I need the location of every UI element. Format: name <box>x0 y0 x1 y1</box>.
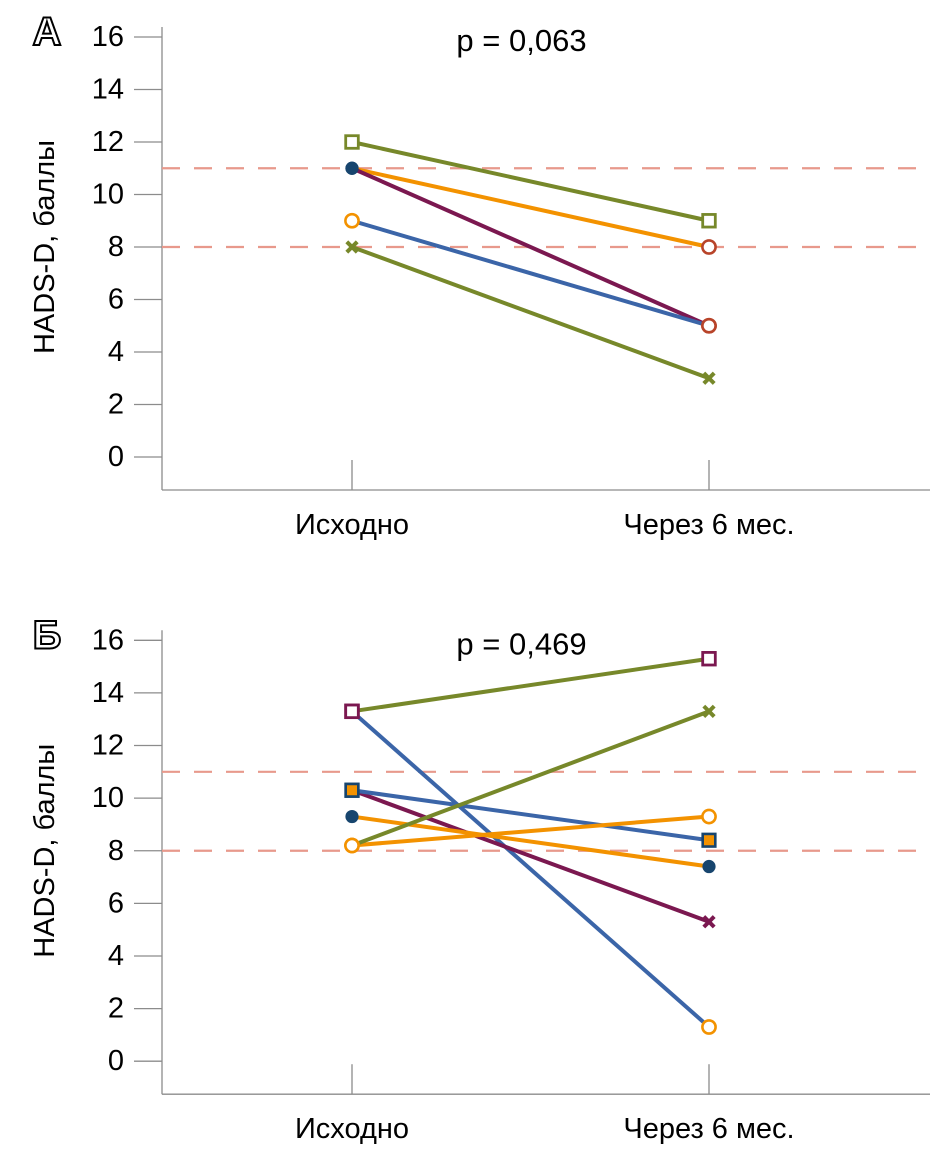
svg-text:HADS-D, баллы: HADS-D, баллы <box>29 744 61 958</box>
svg-text:4: 4 <box>108 940 124 972</box>
svg-text:Исходно: Исходно <box>295 509 409 541</box>
svg-text:8: 8 <box>108 231 124 263</box>
svg-text:А: А <box>33 10 62 54</box>
svg-text:Б: Б <box>33 613 62 657</box>
svg-text:HADS-D, баллы: HADS-D, баллы <box>29 140 61 354</box>
svg-text:0: 0 <box>108 1045 124 1077</box>
svg-text:12: 12 <box>92 126 124 158</box>
svg-text:Через 6 мес.: Через 6 мес. <box>623 509 794 541</box>
svg-text:Исходно: Исходно <box>295 1113 409 1145</box>
svg-text:10: 10 <box>92 782 124 814</box>
svg-text:16: 16 <box>92 624 124 656</box>
svg-text:2: 2 <box>108 993 124 1025</box>
svg-text:16: 16 <box>92 21 124 53</box>
svg-text:p = 0,469: p = 0,469 <box>456 626 586 661</box>
svg-text:10: 10 <box>92 179 124 211</box>
svg-text:12: 12 <box>92 730 124 762</box>
svg-text:14: 14 <box>92 677 124 709</box>
svg-text:Через 6 мес.: Через 6 мес. <box>623 1113 794 1145</box>
svg-text:14: 14 <box>92 74 124 106</box>
svg-text:2: 2 <box>108 389 124 421</box>
svg-text:8: 8 <box>108 835 124 867</box>
svg-text:0: 0 <box>108 441 124 473</box>
svg-text:p = 0,063: p = 0,063 <box>456 23 586 58</box>
svg-text:6: 6 <box>108 284 124 316</box>
svg-text:6: 6 <box>108 887 124 919</box>
svg-text:4: 4 <box>108 336 124 368</box>
